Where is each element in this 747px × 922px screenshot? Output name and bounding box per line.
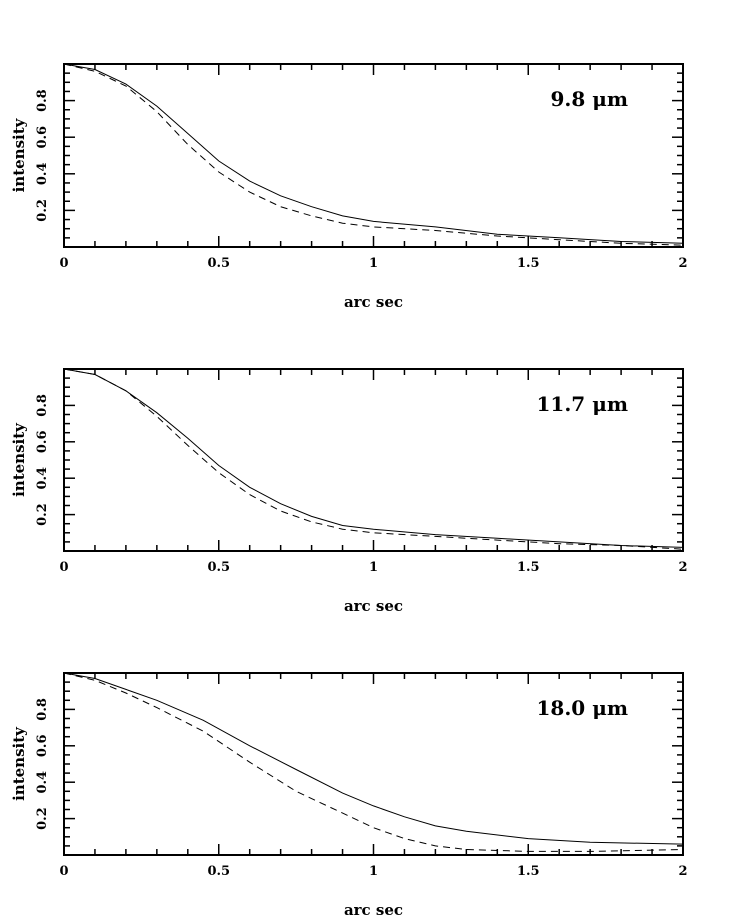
panel-2: 0 0.5 1 1.5 2 0.2 0.4 0.6 0.8 arc sec intensity 11.… (10, 368, 688, 615)
y-tick-label: 0.8 (35, 89, 50, 112)
wavelength-annotation: 18.0 μm (537, 696, 628, 720)
panel-3: 0 0.5 1 1.5 2 0.2 0.4 0.6 0.8 arc sec intensity 18.… (10, 672, 688, 919)
panel-1: 0 0.5 1 1.5 2 0.2 0.4 0.6 0.8 arc sec intensity 9.8… (10, 63, 688, 311)
x-axis-title: arc sec (344, 901, 403, 919)
y-axis-title: intensity (10, 422, 28, 497)
solid-series-line (63, 672, 684, 845)
y-tick-label: 0.2 (35, 199, 50, 222)
x-tick-label: 1 (369, 864, 378, 879)
y-tick-label: 0.6 (35, 126, 50, 149)
y-tick-label: 0.4 (35, 467, 50, 490)
x-tick-label: 1.5 (517, 560, 540, 575)
y-axis-title: intensity (10, 726, 28, 801)
x-tick-label: 2 (678, 560, 687, 575)
solid-series-line (63, 63, 684, 244)
x-tick-label: 0 (59, 864, 68, 879)
x-tick-label: 1 (369, 256, 378, 271)
y-tick-label: 0.6 (35, 430, 50, 453)
x-tick-label: 1.5 (517, 864, 540, 879)
x-tick-label: 0.5 (207, 560, 230, 575)
solid-series-line (63, 368, 684, 548)
x-tick-label: 2 (678, 864, 687, 879)
y-tick-label: 0.6 (35, 734, 50, 757)
x-tick-label: 0 (59, 560, 68, 575)
x-tick-label: 0.5 (207, 864, 230, 879)
x-tick-label: 0.5 (207, 256, 230, 271)
x-tick-label: 2 (678, 256, 687, 271)
x-axis-title: arc sec (344, 293, 403, 311)
y-tick-label: 0.8 (35, 698, 50, 721)
y-tick-label: 0.2 (35, 503, 50, 526)
wavelength-annotation: 9.8 μm (550, 87, 628, 111)
x-tick-label: 0 (59, 256, 68, 271)
y-tick-label: 0.8 (35, 394, 50, 417)
dashed-series-line (63, 672, 684, 852)
y-tick-label: 0.2 (35, 807, 50, 830)
y-axis-title: intensity (10, 117, 28, 192)
y-tick-label: 0.4 (35, 162, 50, 185)
x-tick-label: 1 (369, 560, 378, 575)
wavelength-annotation: 11.7 μm (537, 392, 628, 416)
y-tick-label: 0.4 (35, 771, 50, 794)
dashed-series-line (63, 368, 684, 550)
dashed-series-line (63, 63, 684, 246)
x-tick-label: 1.5 (517, 256, 540, 271)
x-axis-title: arc sec (344, 597, 403, 615)
